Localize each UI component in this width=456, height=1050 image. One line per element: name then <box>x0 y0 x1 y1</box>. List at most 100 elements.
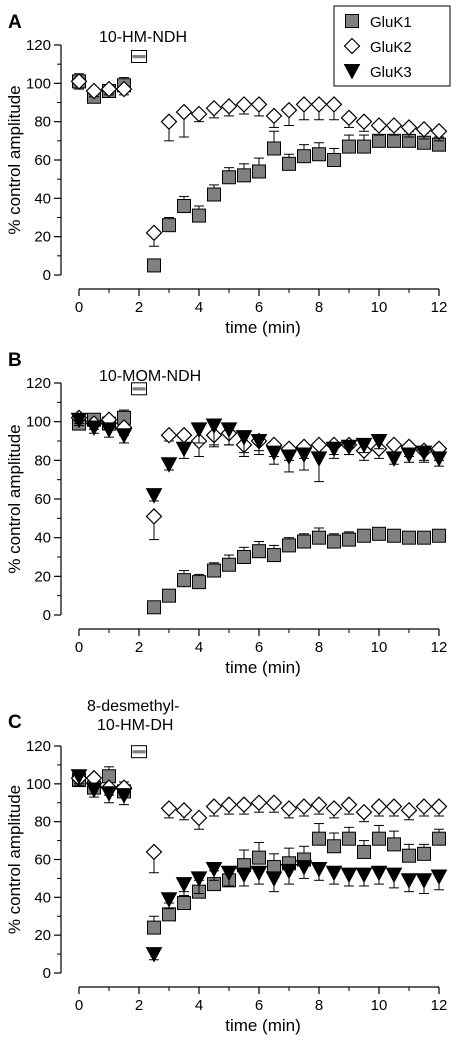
panel-b-series-gluk3-point <box>190 422 208 438</box>
panel-b-y-tick-label: 80 <box>34 452 51 469</box>
panel-b-series-gluk3-point <box>265 445 283 462</box>
panel-c-series-gluk1-point <box>147 920 161 935</box>
panel-c-series-gluk1-point <box>357 844 371 859</box>
panel-b-x-tick-label: 6 <box>255 639 263 656</box>
panel-b-y-axis-title: % control amplitude <box>5 424 24 573</box>
panel-a-y-axis-title: % control amplitude <box>5 85 24 234</box>
panel-c-title-line-1: 8-desmethyl- <box>87 698 179 715</box>
panel-b-series-gluk1-point <box>372 526 386 541</box>
panel-c-title-line-2: 10-HM-DH <box>97 717 173 734</box>
panel-c-series-gluk2-point <box>295 798 313 815</box>
panel-b-series-gluk1-point <box>282 538 296 553</box>
panel-b-y-tick-label: 120 <box>26 375 51 392</box>
panel-b-x-tick-label: 2 <box>135 639 143 656</box>
panel-c-series-gluk3-point <box>340 867 358 884</box>
panel-c-x-tick-label: 10 <box>371 997 388 1014</box>
panel-a-series-gluk2-point <box>400 119 418 136</box>
panel-b-x-tick-label: 8 <box>315 639 323 656</box>
panel-b-series-gluk1-point <box>402 530 416 545</box>
panel-b-series-gluk1-point <box>297 534 311 549</box>
panel-b-series-gluk1-point <box>252 544 266 559</box>
panel-c-series-gluk3-point <box>100 786 118 802</box>
panel-b-series-gluk3-point <box>385 451 403 467</box>
panel-b-series-gluk3-point <box>160 457 178 473</box>
panel-a-y-tick-label: 40 <box>34 190 51 207</box>
panel-c-series-gluk2-point <box>400 801 418 819</box>
panel-a-series-gluk2-point <box>235 96 253 113</box>
panel-a-y-tick-label: 120 <box>26 37 51 54</box>
panel-b-series-gluk2-point <box>385 436 403 454</box>
panel-b-series-gluk3-point <box>175 441 193 458</box>
panel-c-x-axis-title: time (min) <box>225 1016 301 1035</box>
panel-c-series-gluk3-point <box>370 865 388 882</box>
panel-b-series-gluk3-point <box>430 451 448 467</box>
panel-c-series-gluk3 <box>70 769 448 963</box>
panel-a-series-gluk1-point <box>252 164 266 179</box>
panel-a-y-tick-label: 0 <box>43 267 51 284</box>
panel-c-letter: C <box>8 712 22 733</box>
panel-c-series-gluk3-point <box>235 867 253 884</box>
panel-a-series-gluk2-point <box>145 224 163 242</box>
panel-c-series-gluk3-point <box>310 861 328 878</box>
panel-c-series-gluk1-point <box>252 850 266 865</box>
panel-a-title: 10-HM-NDH <box>99 29 187 46</box>
panel-a-series-gluk2-point <box>220 97 238 115</box>
panel-b-x-tick-label: 0 <box>75 639 83 656</box>
panel-a-series-gluk2 <box>70 73 448 247</box>
panel-c-series-gluk3-point <box>115 788 133 804</box>
panel-a-series-gluk2-point <box>175 103 193 121</box>
panel-a-series-gluk2-point <box>70 73 88 90</box>
panel-c-x-tick-label: 6 <box>255 997 263 1014</box>
panel-c-series-gluk1-point <box>342 831 356 846</box>
panel-c-series-gluk2-point <box>160 800 178 817</box>
panel-a-y-tick-label: 60 <box>34 152 51 169</box>
panel-c-y-tick-label: 0 <box>43 965 51 982</box>
panel-a-series-gluk1-point <box>342 139 356 154</box>
panel-b-series-gluk1-point <box>417 530 431 545</box>
panel-c-series-gluk3-point <box>190 871 208 887</box>
panel-c-series-gluk3-point <box>295 860 313 876</box>
panel-b-x-axis-title: time (min) <box>225 658 301 677</box>
panel-c-series-gluk2 <box>70 769 448 874</box>
panel-c-series-gluk2-point <box>430 798 448 815</box>
panel-b-x-tick-label: 12 <box>431 639 448 656</box>
panel-b-series-gluk1-point <box>387 528 401 543</box>
panel-b-series-gluk3-point <box>280 449 298 466</box>
panel-c-series-gluk3-point <box>430 869 448 886</box>
panel-a-series-gluk2-point <box>85 82 103 100</box>
panel-a-x-tick-label: 12 <box>431 299 448 316</box>
panel-c-series-gluk2-point <box>205 798 223 815</box>
panel-b-series-gluk3-point <box>205 418 223 435</box>
panel-c-application-bar <box>131 745 147 759</box>
panel-a-series-gluk1-point <box>282 156 296 171</box>
panel-c-series-gluk1-point <box>402 848 416 863</box>
panel-b-x-tick-label: 4 <box>195 639 203 656</box>
panel-c-series-gluk3-point <box>145 947 163 963</box>
panel-b-y-tick-label: 40 <box>34 530 51 547</box>
panel-c-y-axis-title: % control amplitude <box>5 785 24 934</box>
panel-a-series-gluk2-point <box>295 96 313 113</box>
panel-b-series-gluk1-point <box>432 528 446 543</box>
panel-b-series-gluk1-point <box>267 548 281 563</box>
legend-marker-gluk3 <box>343 64 361 80</box>
panel-c-series-gluk1-point <box>372 831 386 846</box>
panel-b-series-gluk1-point <box>147 600 161 615</box>
panel-b-series-gluk3-point <box>355 437 373 454</box>
panel-b-series-gluk1-point <box>177 573 191 588</box>
legend: GluK1 GluK2 GluK3 <box>333 5 451 87</box>
panel-a-letter: A <box>8 12 22 33</box>
panel-a-series-gluk2-point <box>100 80 118 98</box>
panel-c-series-gluk2-point <box>355 803 373 821</box>
panel-a-series-gluk2-point <box>430 122 448 140</box>
panel-b-series-gluk3 <box>70 412 448 504</box>
panel-c-series-gluk2-point <box>325 800 343 817</box>
panel-a-series-gluk2-point <box>265 107 283 125</box>
panel-a-series-gluk2-point <box>370 117 388 134</box>
panel-b-series-gluk2-point <box>175 426 193 444</box>
panel-a-x-tick-label: 10 <box>371 299 388 316</box>
panel-a-series-gluk2-point <box>325 96 343 113</box>
panel-b-series-gluk3-point <box>250 434 268 450</box>
panel-b-y-tick-label: 20 <box>34 568 51 585</box>
panel-c-series-gluk3-point <box>400 873 418 889</box>
